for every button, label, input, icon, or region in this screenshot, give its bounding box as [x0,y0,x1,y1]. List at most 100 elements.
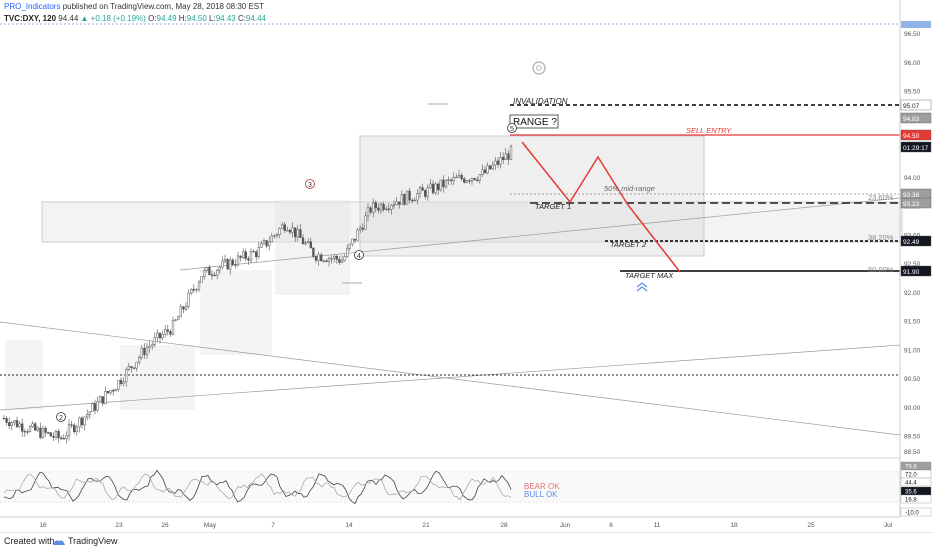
wave4-circle [354,250,364,260]
price-tick: 89.50 [904,434,921,441]
candle [8,417,11,430]
candle [257,242,260,260]
candle [486,162,489,175]
candle [229,256,232,275]
high-label: H: [178,14,187,23]
consolidation-box-1 [275,200,350,295]
candle [408,187,411,204]
candle [291,222,294,238]
candle [273,234,276,239]
candle [244,248,247,262]
svg-text:94.50: 94.50 [903,133,920,140]
candle [106,390,110,395]
candle [390,203,393,215]
svg-text:91.90: 91.90 [903,269,920,276]
price-badge: 92.49 [900,235,932,247]
double-chevron-up-icon [636,282,648,292]
top-price-badge [901,21,931,28]
candle [252,249,255,253]
candle [67,419,71,441]
price-tick: 92.00 [904,290,921,297]
candle [426,184,429,201]
time-tick: 11 [654,522,661,529]
wave-labels: 2 3 4 5 [56,123,517,422]
time-tick: 14 [345,522,353,529]
symbol-label[interactable]: TVC:DXY, 120 [4,14,57,23]
candle [275,233,279,239]
time-tick: 16 [39,522,47,529]
candle [504,148,507,161]
candle [200,276,203,283]
time-tick: 18 [730,522,738,529]
candle [268,236,271,251]
candle [353,238,357,243]
price-badge: 93.38 [900,188,932,200]
price-tick: 91.50 [904,319,921,326]
candle [119,377,123,387]
oscillator-lines [3,469,512,505]
time-tick: 21 [422,522,430,529]
svg-text:95.07: 95.07 [903,103,920,110]
candle [99,395,102,402]
price-axis[interactable]: 96.5096.0095.5095.0094.5094.0093.5093.00… [899,0,932,517]
candle [496,157,500,168]
svg-text:79.6: 79.6 [905,465,917,471]
candle [265,240,268,249]
close-label: C: [237,14,246,23]
candle [288,228,292,235]
candle [499,152,502,169]
low-label: L: [209,14,216,23]
open-label: O: [148,14,157,23]
close-value: 94.44 [245,14,267,23]
candle [125,367,128,388]
candle [465,179,468,184]
candle [418,185,422,199]
price-tick: 91.00 [904,347,921,354]
candle [403,193,406,206]
candle [338,255,341,266]
time-tick: 7 [271,522,275,529]
projection-path [521,141,681,273]
candle [213,271,216,277]
candle [15,416,19,428]
candle [197,280,201,293]
open-value: 94.49 [156,14,177,23]
candle [455,173,458,179]
candle [158,332,162,344]
candle [236,251,240,267]
candle [73,423,76,434]
candle [483,166,487,174]
publisher-link[interactable]: PRO_Indicators [4,2,61,11]
candle [49,432,52,437]
candle [208,265,211,276]
price-badge: 95.07 [900,99,932,111]
time-tick: 6 [609,522,613,529]
candle [392,200,396,209]
fib-50-label: 50.00% [868,265,894,274]
fib-382-label: 38.20% [868,233,894,242]
wave3-circle [305,179,315,189]
candle [346,244,349,258]
candle [86,409,89,421]
candle [2,415,6,420]
candle [260,240,263,248]
candle [91,402,94,412]
candle [26,429,29,435]
candle [312,247,315,259]
candle [101,396,104,407]
tradingview-brand[interactable]: TradingView [68,536,118,546]
price-tick: 92.50 [904,261,921,268]
osc-badge: 79.6 [900,461,932,471]
candle [489,165,492,170]
candle [301,234,305,245]
time-axis[interactable]: 16 23 26 May 7 14 21 28 Jun 6 11 18 25 Jul [0,516,900,529]
svg-text:44.4: 44.4 [905,481,917,487]
candle [156,329,159,343]
candle [52,432,55,442]
annotation-labels: INVALIDATION RANGE ? SELL ENTRY 50% mid-… [509,97,894,280]
candle [41,425,45,439]
created-with-text: Created with [4,536,55,546]
candle [54,429,58,440]
candle [221,255,224,270]
